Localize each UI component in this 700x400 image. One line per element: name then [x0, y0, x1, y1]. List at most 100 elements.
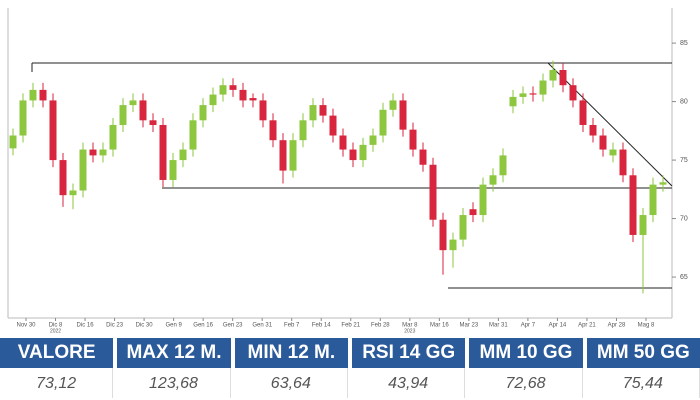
table-cell: 75,44 [587, 368, 700, 398]
table-header: RSI 14 GG [352, 338, 466, 368]
candle-body [39, 89, 47, 101]
candle-body [369, 135, 377, 145]
candle-body [329, 115, 337, 136]
x-tick-label: Apr 7 [521, 323, 536, 329]
candle-body [239, 89, 247, 101]
candle-body [509, 96, 517, 107]
candle-body [549, 70, 557, 81]
candle-body [379, 109, 387, 136]
candle-body [429, 164, 437, 220]
x-tick-label: Mar 31 [489, 323, 508, 329]
candle-body [439, 219, 447, 251]
candle-body [169, 160, 177, 180]
x-tick-label: Gen 9 [165, 323, 182, 329]
y-tick-label: 65 [680, 274, 688, 281]
table-cell: 73,12 [0, 368, 114, 398]
candle-body [189, 120, 197, 150]
table-header: MM 50 GG [586, 338, 700, 368]
candle-body [159, 124, 167, 180]
x-tick-label: Feb 7 [284, 323, 300, 329]
year-label: 2022 [50, 328, 61, 334]
candle-body [349, 149, 357, 161]
candle-body [609, 149, 617, 156]
trend-line [547, 62, 673, 187]
candle-body [629, 175, 637, 235]
x-tick-label: Apr 14 [549, 323, 567, 329]
x-tick-label: Mar 8 [402, 323, 418, 329]
candle-body [499, 155, 507, 176]
x-tick-label: Apr 28 [608, 323, 626, 329]
table-cell: 72,68 [469, 368, 583, 398]
x-tick-label: Feb 14 [312, 323, 331, 329]
candle-body [99, 149, 107, 156]
table-header: MM 10 GG [469, 338, 583, 368]
candle-body [399, 100, 407, 130]
candle-body [639, 215, 647, 235]
table-cell: 123,68 [117, 368, 231, 398]
x-tick-label: Feb 21 [341, 323, 360, 329]
candle-body [59, 160, 67, 196]
candle-body [209, 94, 217, 106]
x-tick-label: Mag 8 [638, 323, 655, 329]
stats-table: VALORE MAX 12 M. MIN 12 M. RSI 14 GG MM 10 G… [0, 338, 700, 398]
candle-body [279, 140, 287, 171]
candle-body [149, 120, 157, 125]
candle-body [659, 182, 667, 185]
candle-body [139, 100, 147, 121]
table-cell: 43,94 [352, 368, 466, 398]
candle-body [339, 135, 347, 150]
candle-body [489, 175, 497, 185]
x-tick-label: Dic 30 [136, 323, 154, 329]
candle-body [589, 124, 597, 136]
candle-body [109, 124, 117, 150]
x-tick-label: Dic 23 [106, 323, 124, 329]
candle-body [259, 100, 267, 121]
candle-body [479, 184, 487, 216]
y-tick-label: 70 [680, 215, 688, 222]
year-label: 2023 [404, 328, 415, 334]
table-header: MIN 12 M. [234, 338, 348, 368]
candle-body [229, 85, 237, 90]
x-tick-label: Gen 16 [193, 323, 213, 329]
candle-body [309, 105, 317, 121]
candle-body [389, 100, 397, 110]
candle-body [529, 93, 537, 95]
candle-body [409, 129, 417, 150]
table-header: MAX 12 M. [117, 338, 231, 368]
y-tick-label: 80 [680, 98, 688, 105]
candle-body [299, 120, 307, 141]
candle-body [599, 135, 607, 150]
candle-body [69, 190, 77, 196]
x-tick-label: Nov 30 [16, 323, 36, 329]
x-tick-label: Feb 28 [371, 323, 390, 329]
chart: 65 70 75 80 85 Nov 30 Dic 8 Dic 16 Dic 23 Dic 30 G… [7, 8, 688, 334]
candle-body [469, 209, 477, 216]
candle-body [89, 149, 97, 156]
candle-body [79, 149, 87, 191]
candle-body [619, 149, 627, 176]
x-tick-label: Gen 31 [252, 323, 272, 329]
candle-body [129, 100, 137, 106]
candle-body [289, 140, 297, 171]
candle-body [569, 85, 577, 101]
candle-body [449, 239, 457, 251]
x-tick-label: Gen 23 [223, 323, 243, 329]
x-tick-label: Mar 23 [460, 323, 479, 329]
candle-body [459, 215, 467, 240]
candle-body [539, 80, 547, 95]
x-tick-label: Mar 16 [430, 323, 449, 329]
candle-body [649, 184, 657, 216]
candle-body [559, 70, 567, 86]
candle-body [179, 149, 187, 161]
x-tick-label: Dic 8 [49, 323, 63, 329]
candle-body [199, 105, 207, 121]
x-tick-label: Apr 21 [578, 323, 596, 329]
candle-body [579, 100, 587, 125]
candle-body [419, 149, 427, 165]
y-tick-label: 85 [680, 40, 688, 47]
candle-body [9, 135, 17, 149]
table-cell: 63,64 [235, 368, 348, 398]
candle-body [269, 120, 277, 141]
candle-body [49, 100, 57, 161]
